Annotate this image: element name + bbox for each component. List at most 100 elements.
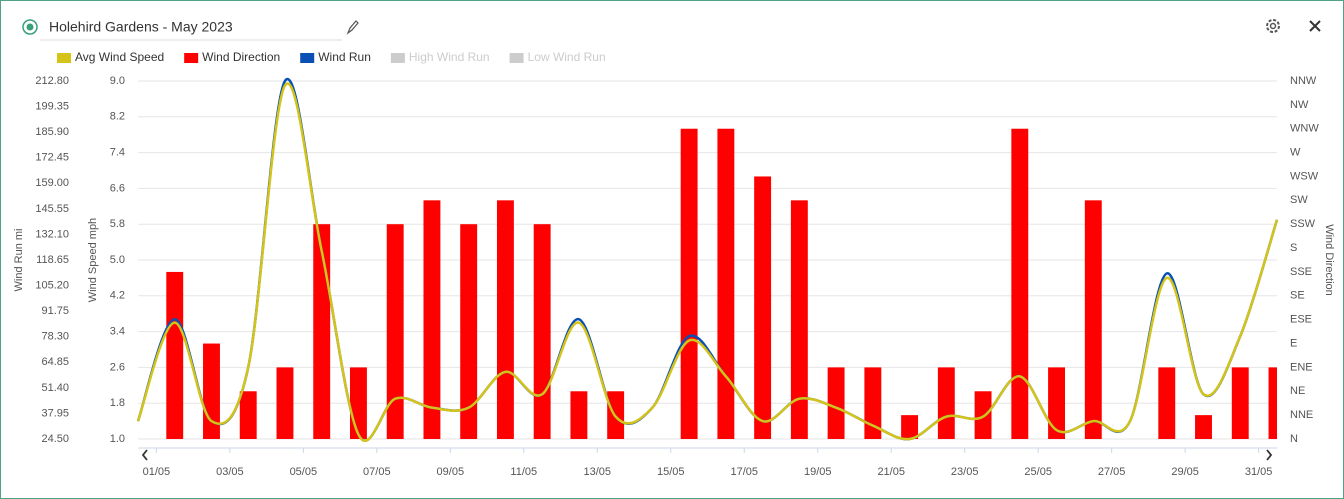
scroll-left[interactable] bbox=[141, 449, 148, 461]
x-tick-label: 31/05 bbox=[1245, 466, 1273, 478]
bar bbox=[901, 415, 919, 439]
bar bbox=[1011, 128, 1029, 439]
bar bbox=[423, 200, 441, 439]
y3-tick-label: ESE bbox=[1290, 314, 1312, 326]
legend-swatch[interactable] bbox=[57, 53, 71, 63]
y3-tick-label: NE bbox=[1290, 385, 1305, 397]
bar bbox=[496, 200, 514, 439]
legend-swatch[interactable] bbox=[390, 53, 405, 63]
y3-tick-label: WSW bbox=[1290, 170, 1319, 182]
y3-tick-label: S bbox=[1290, 242, 1297, 254]
y2-tick-label: 159.00 bbox=[35, 177, 69, 189]
bar bbox=[1158, 367, 1176, 439]
x-tick-label: 07/05 bbox=[363, 466, 391, 478]
y-tick-label: 4.2 bbox=[110, 290, 125, 302]
y3-tick-label: N bbox=[1290, 433, 1298, 445]
legend-swatch[interactable] bbox=[300, 53, 315, 63]
y2-tick-label: 24.50 bbox=[41, 433, 69, 445]
y2-tick-label: 118.65 bbox=[36, 254, 69, 266]
bar bbox=[460, 224, 478, 439]
bar bbox=[1231, 367, 1249, 439]
y3-tick-label: W bbox=[1290, 147, 1301, 159]
x-tick-label: 29/05 bbox=[1171, 466, 1199, 478]
settings-icon[interactable] bbox=[1266, 19, 1280, 33]
bar bbox=[1084, 200, 1102, 439]
x-tick-label: 23/05 bbox=[951, 466, 979, 478]
y2-tick-label: 105.20 bbox=[35, 279, 69, 291]
bar bbox=[790, 200, 808, 439]
line-series bbox=[136, 82, 1279, 442]
y-tick-label: 2.6 bbox=[110, 361, 125, 373]
bar bbox=[680, 128, 698, 439]
y2-tick-label: 132.10 bbox=[35, 228, 69, 240]
bar bbox=[1268, 367, 1277, 439]
x-tick-label: 09/05 bbox=[437, 466, 465, 478]
legend-swatch[interactable] bbox=[184, 53, 199, 63]
widget-title: Holehird Gardens - May 2023 bbox=[49, 19, 233, 35]
bar bbox=[386, 224, 404, 439]
x-tick-label: 17/05 bbox=[730, 466, 758, 478]
y-tick-label: 6.6 bbox=[110, 182, 125, 194]
y-tick-label: 5.8 bbox=[110, 218, 125, 230]
y3-tick-label: NNW bbox=[1290, 75, 1317, 87]
y-tick-label: 5.0 bbox=[110, 254, 125, 266]
bar bbox=[937, 367, 955, 439]
legend-label[interactable]: Wind Run bbox=[318, 50, 371, 64]
bar bbox=[276, 367, 294, 439]
bar bbox=[864, 367, 882, 439]
y2-tick-label: 199.35 bbox=[35, 100, 69, 112]
status-icon[interactable] bbox=[22, 19, 38, 35]
x-tick-label: 19/05 bbox=[804, 466, 832, 478]
y2-axis-title: Wind Run mi bbox=[13, 229, 25, 292]
x-tick-label: 25/05 bbox=[1024, 466, 1052, 478]
bar bbox=[1195, 415, 1212, 439]
y2-tick-label: 172.45 bbox=[35, 152, 69, 164]
y2-tick-label: 64.85 bbox=[41, 356, 69, 368]
bar bbox=[533, 224, 551, 439]
y2-tick-label: 145.55 bbox=[35, 203, 69, 215]
bar bbox=[717, 128, 735, 439]
x-tick-label: 01/05 bbox=[143, 466, 171, 478]
y3-tick-label: SE bbox=[1290, 290, 1305, 302]
y-tick-label: 8.2 bbox=[110, 111, 125, 123]
bar bbox=[570, 391, 588, 439]
bar bbox=[827, 367, 845, 439]
scroll-right[interactable] bbox=[1266, 449, 1273, 461]
x-tick-label: 27/05 bbox=[1098, 466, 1126, 478]
bar bbox=[1048, 367, 1065, 439]
y3-tick-label: SW bbox=[1290, 194, 1308, 206]
x-tick-label: 15/05 bbox=[657, 466, 685, 478]
y-tick-label: 9.0 bbox=[110, 75, 125, 87]
y2-tick-label: 51.40 bbox=[41, 382, 69, 394]
bar bbox=[166, 271, 184, 439]
y2-tick-label: 212.80 bbox=[35, 75, 69, 87]
x-tick-label: 13/05 bbox=[584, 466, 612, 478]
edit-icon[interactable] bbox=[346, 20, 359, 35]
x-tick-label: 11/05 bbox=[510, 466, 537, 478]
y2-tick-label: 185.90 bbox=[35, 126, 69, 138]
x-tick-label: 21/05 bbox=[877, 466, 905, 478]
y3-axis-title: Wind Direction bbox=[1323, 224, 1335, 296]
bar bbox=[754, 176, 772, 439]
bar bbox=[239, 391, 257, 439]
x-tick-label: 03/05 bbox=[216, 466, 244, 478]
legend-label[interactable]: High Wind Run bbox=[409, 50, 490, 64]
y-axis-title: Wind Speed mph bbox=[87, 218, 99, 302]
y2-tick-label: 91.75 bbox=[41, 305, 69, 317]
y3-tick-label: ENE bbox=[1290, 361, 1313, 373]
legend-label[interactable]: Wind Direction bbox=[202, 50, 280, 64]
y3-tick-label: SSW bbox=[1290, 218, 1316, 230]
y2-tick-label: 78.30 bbox=[41, 331, 69, 343]
y3-tick-label: SSE bbox=[1290, 266, 1312, 278]
y3-tick-label: E bbox=[1290, 337, 1297, 349]
close-icon[interactable] bbox=[1309, 20, 1321, 32]
legend-label[interactable]: Low Wind Run bbox=[528, 50, 606, 64]
legend-swatch[interactable] bbox=[509, 53, 524, 63]
y-tick-label: 3.4 bbox=[110, 326, 125, 338]
legend-label[interactable]: Avg Wind Speed bbox=[75, 50, 164, 64]
bar bbox=[350, 367, 367, 439]
x-tick-label: 05/05 bbox=[290, 466, 318, 478]
y3-tick-label: WNW bbox=[1290, 123, 1319, 135]
